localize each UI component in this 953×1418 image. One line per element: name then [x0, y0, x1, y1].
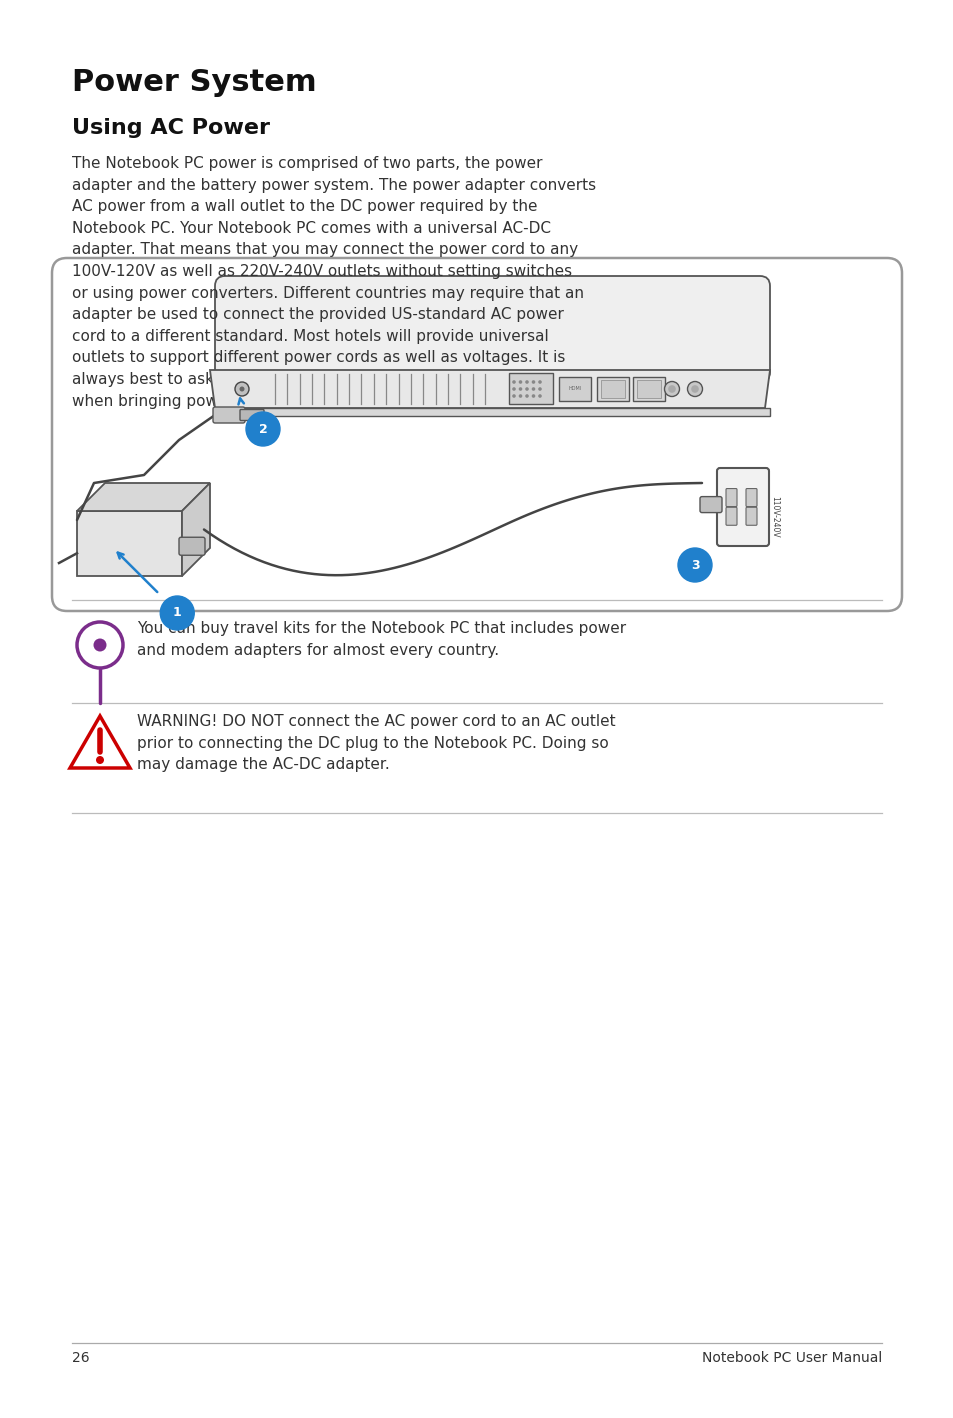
- Circle shape: [537, 394, 541, 398]
- Text: 3: 3: [690, 559, 699, 571]
- Circle shape: [96, 756, 104, 764]
- Text: 26: 26: [71, 1351, 90, 1366]
- Circle shape: [537, 387, 541, 391]
- Circle shape: [525, 387, 528, 391]
- FancyBboxPatch shape: [509, 373, 553, 404]
- FancyBboxPatch shape: [179, 537, 205, 556]
- FancyBboxPatch shape: [213, 407, 245, 423]
- Text: Using AC Power: Using AC Power: [71, 118, 270, 138]
- Circle shape: [234, 381, 249, 396]
- Text: Power System: Power System: [71, 68, 316, 96]
- FancyBboxPatch shape: [214, 277, 769, 381]
- Circle shape: [518, 380, 521, 384]
- Circle shape: [512, 394, 516, 398]
- FancyBboxPatch shape: [725, 508, 737, 525]
- Text: 1: 1: [172, 607, 181, 620]
- Circle shape: [664, 381, 679, 397]
- FancyBboxPatch shape: [717, 468, 768, 546]
- Circle shape: [531, 380, 535, 384]
- FancyBboxPatch shape: [725, 489, 737, 506]
- Polygon shape: [214, 408, 769, 415]
- Circle shape: [246, 413, 280, 447]
- Circle shape: [239, 387, 244, 391]
- Text: Notebook PC User Manual: Notebook PC User Manual: [701, 1351, 882, 1366]
- Text: The Notebook PC power is comprised of two parts, the power
adapter and the batte: The Notebook PC power is comprised of tw…: [71, 156, 597, 408]
- Polygon shape: [210, 370, 769, 408]
- Circle shape: [531, 387, 535, 391]
- Circle shape: [518, 394, 521, 398]
- Circle shape: [512, 380, 516, 384]
- FancyBboxPatch shape: [600, 380, 624, 398]
- Polygon shape: [182, 484, 210, 576]
- FancyBboxPatch shape: [240, 410, 264, 421]
- Circle shape: [678, 547, 711, 581]
- Circle shape: [512, 387, 516, 391]
- Circle shape: [667, 386, 675, 393]
- FancyBboxPatch shape: [633, 377, 664, 401]
- Text: 110V-240V: 110V-240V: [769, 496, 779, 537]
- FancyBboxPatch shape: [745, 508, 757, 525]
- Circle shape: [687, 381, 701, 397]
- FancyBboxPatch shape: [637, 380, 660, 398]
- Circle shape: [160, 596, 194, 630]
- Text: HDMI: HDMI: [568, 386, 581, 390]
- Circle shape: [93, 638, 107, 651]
- Polygon shape: [77, 484, 210, 510]
- Text: You can buy travel kits for the Notebook PC that includes power
and modem adapte: You can buy travel kits for the Notebook…: [137, 621, 625, 658]
- Circle shape: [518, 387, 521, 391]
- Circle shape: [691, 386, 698, 393]
- FancyBboxPatch shape: [745, 489, 757, 506]
- Polygon shape: [77, 510, 182, 576]
- Text: WARNING! DO NOT connect the AC power cord to an AC outlet
prior to connecting th: WARNING! DO NOT connect the AC power cor…: [137, 715, 615, 773]
- FancyBboxPatch shape: [597, 377, 628, 401]
- Circle shape: [525, 394, 528, 398]
- Circle shape: [537, 380, 541, 384]
- FancyBboxPatch shape: [700, 496, 721, 512]
- Text: 2: 2: [258, 423, 267, 435]
- Circle shape: [531, 394, 535, 398]
- FancyBboxPatch shape: [558, 377, 590, 401]
- FancyBboxPatch shape: [52, 258, 901, 611]
- Circle shape: [525, 380, 528, 384]
